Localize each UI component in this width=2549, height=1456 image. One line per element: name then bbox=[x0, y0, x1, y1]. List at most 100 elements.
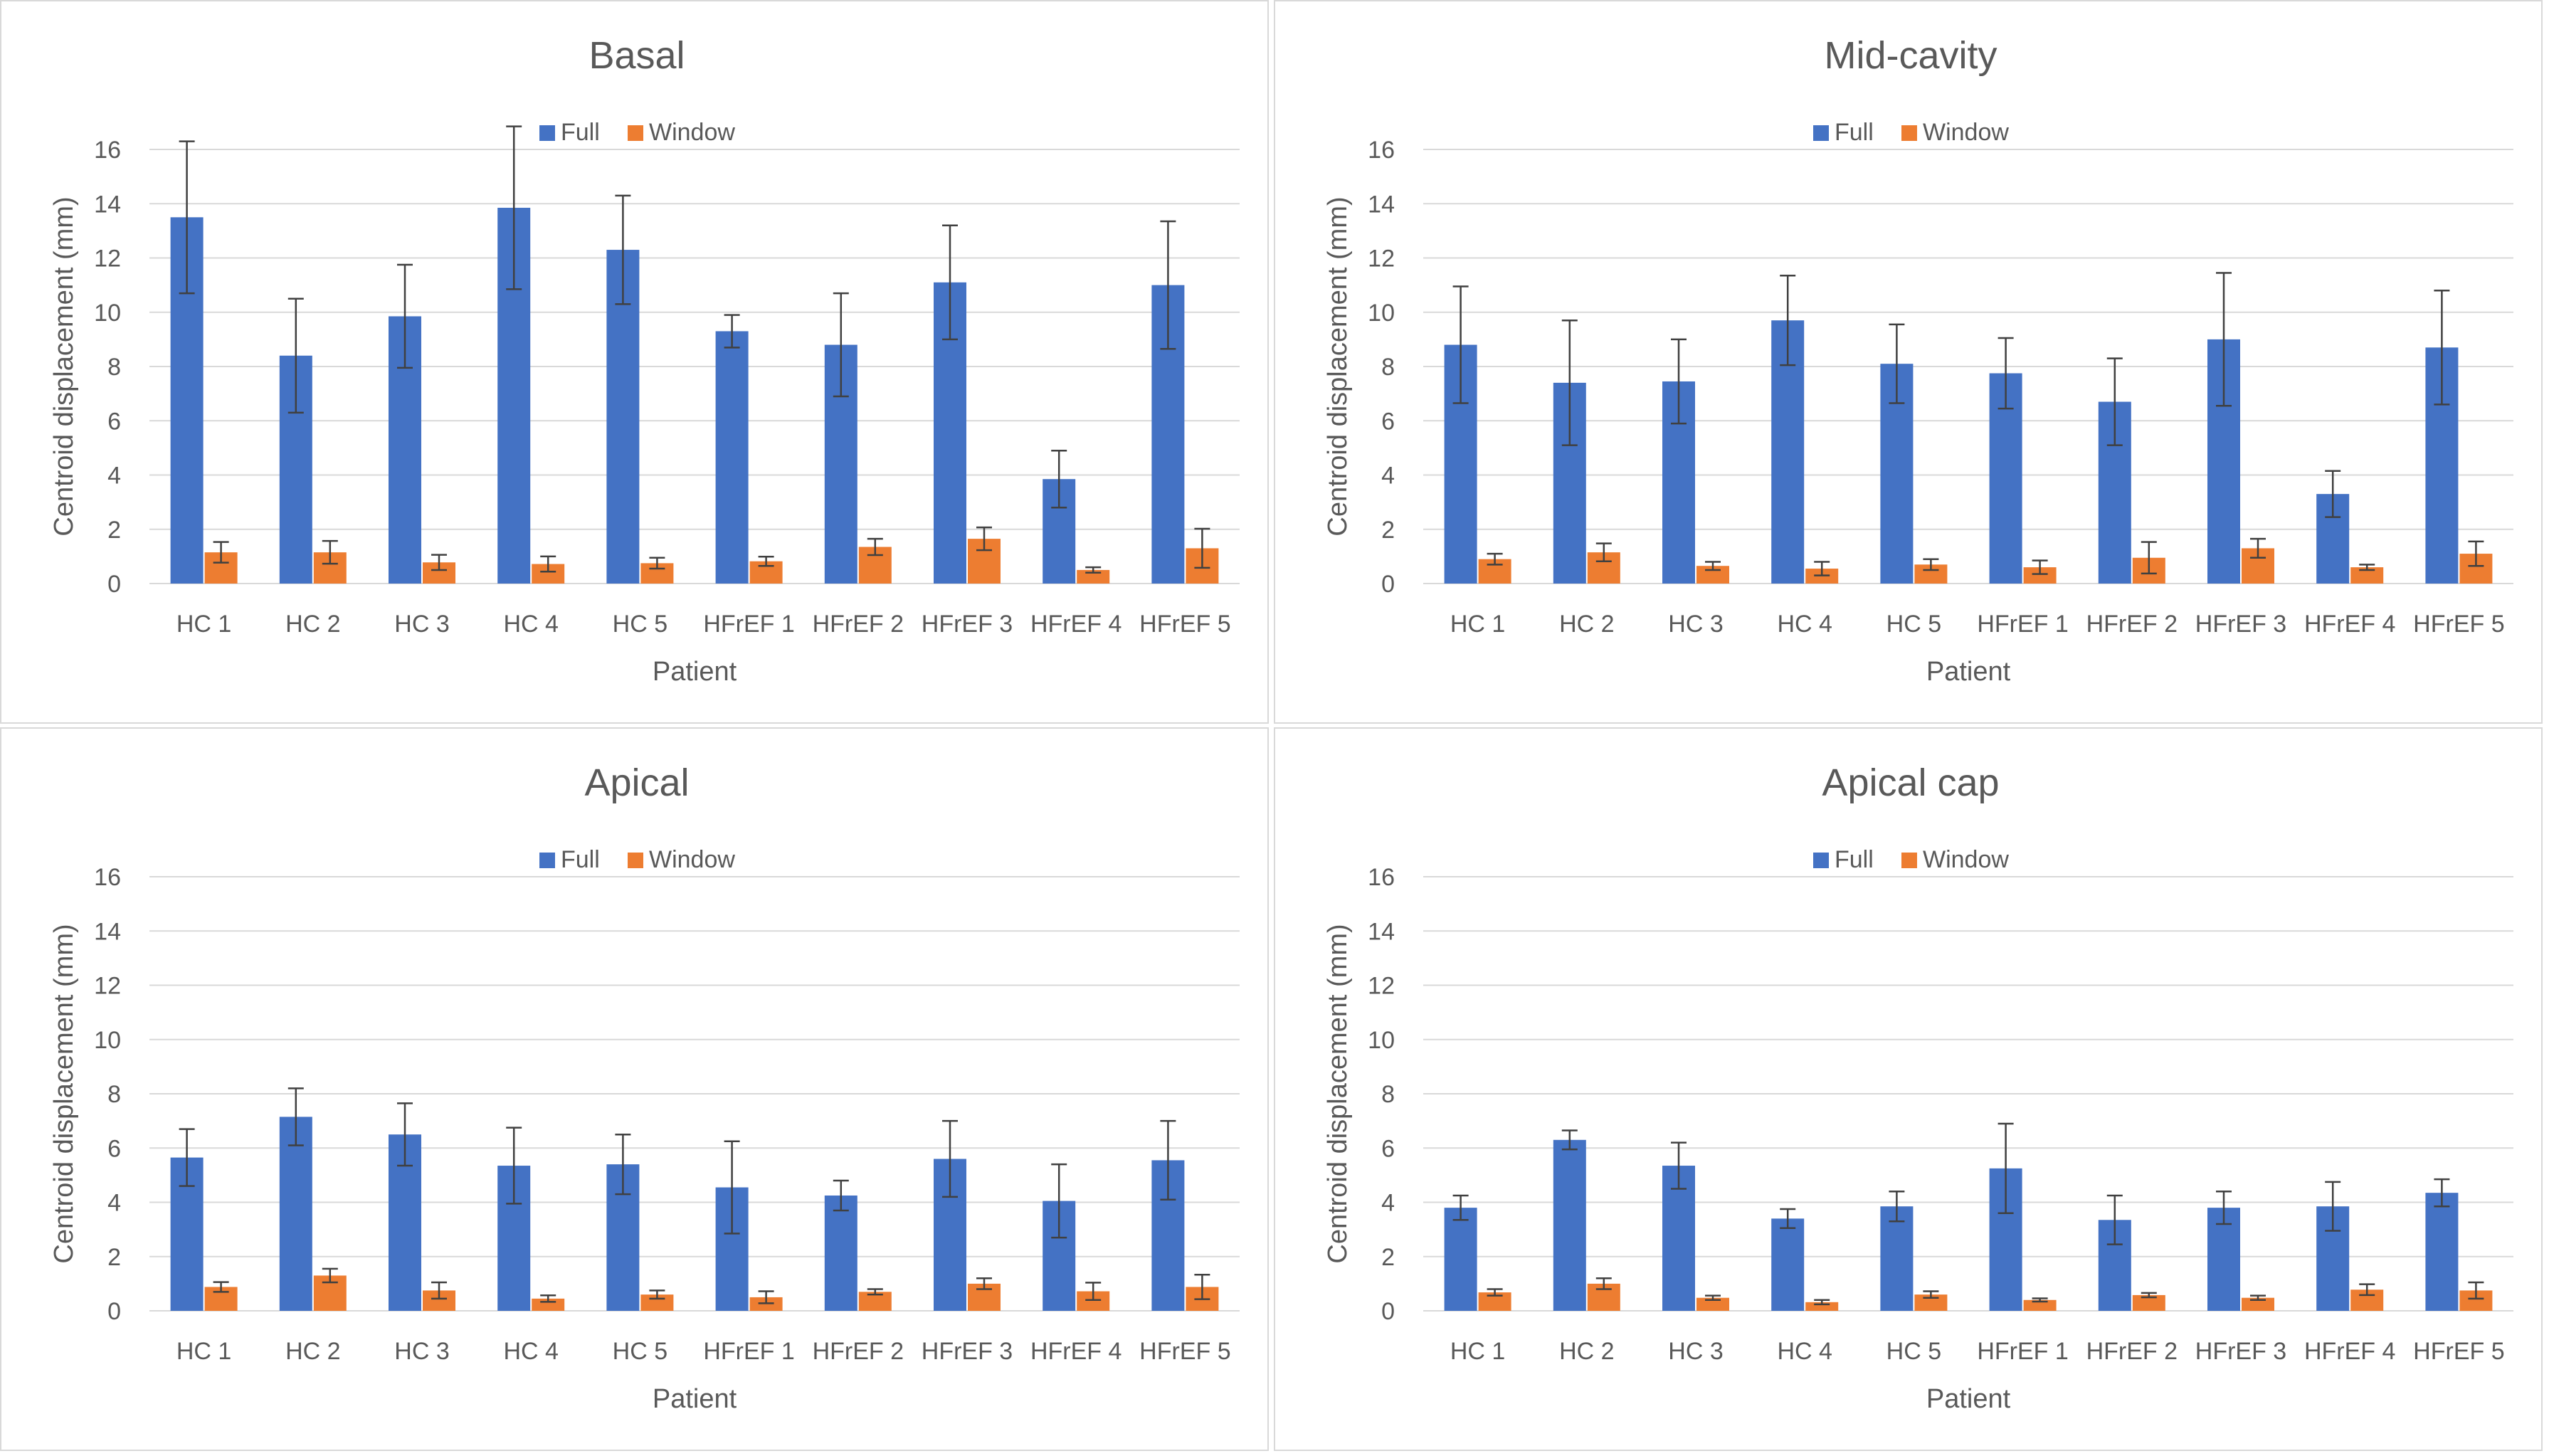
y-tick-label: 14 bbox=[1368, 918, 1395, 945]
error-bar bbox=[942, 1119, 958, 1198]
error-bar bbox=[2216, 272, 2232, 407]
x-tick-label: HC 5 bbox=[1886, 611, 1941, 638]
x-tick-label: HFrEF 1 bbox=[703, 611, 794, 638]
y-tick-label: 14 bbox=[1368, 191, 1395, 218]
error-bar bbox=[1487, 1288, 1503, 1297]
legend-window-label: Window bbox=[1923, 846, 2009, 873]
error-bar bbox=[2359, 564, 2375, 571]
bar-full-hc-4 bbox=[1771, 1218, 1805, 1311]
legend-full-swatch bbox=[539, 125, 555, 141]
y-tick-label: 4 bbox=[107, 463, 121, 490]
y-axis-title: Centroid displacement (mm) bbox=[1323, 196, 1353, 536]
x-tick-label: HC 1 bbox=[1450, 611, 1505, 638]
legend-window-label: Window bbox=[649, 119, 735, 146]
bar-window-hc-4 bbox=[1805, 1302, 1839, 1311]
y-tick-label: 10 bbox=[1368, 300, 1395, 327]
x-tick-label: HFrEF 1 bbox=[703, 1338, 794, 1365]
x-tick-label: HC 1 bbox=[176, 611, 231, 638]
x-tick-label: HC 4 bbox=[1777, 611, 1832, 638]
error-bar bbox=[833, 1179, 849, 1212]
error-bar bbox=[724, 314, 740, 349]
chart-title: Apical cap bbox=[1822, 761, 1999, 804]
legend-window-label: Window bbox=[649, 846, 735, 873]
chart-panel-basal: Basal Full Window 0 2 4 6 8 10 12 14 16 Patient Centr… bbox=[0, 0, 1269, 724]
chart-title: Apical bbox=[584, 761, 689, 804]
x-tick-label: HC 4 bbox=[1777, 1338, 1832, 1365]
error-bar bbox=[1194, 527, 1210, 569]
error-bar bbox=[942, 224, 958, 341]
error-bar bbox=[540, 555, 556, 573]
error-bar bbox=[213, 541, 229, 564]
x-tick-label: HFrEF 3 bbox=[2195, 611, 2286, 638]
y-tick-label: 4 bbox=[1381, 463, 1395, 490]
x-tick-label: HFrEF 2 bbox=[813, 1338, 904, 1365]
bar-window-hfref-4 bbox=[1077, 569, 1110, 584]
bar-window-hfref-1 bbox=[2023, 1299, 2057, 1311]
bar-full-hfref-5 bbox=[2425, 1193, 2459, 1311]
x-tick-label: HFrEF 5 bbox=[1139, 611, 1230, 638]
error-bar bbox=[397, 1102, 413, 1167]
chart-panel-mid-cavity: Mid-cavity Full Window 0 2 4 6 8 10 12 14 16 Patient… bbox=[1274, 0, 2543, 724]
error-bar bbox=[615, 1133, 631, 1196]
legend: Full Window bbox=[539, 846, 735, 873]
y-tick-label: 2 bbox=[1381, 1244, 1395, 1271]
y-tick-label: 4 bbox=[1381, 1190, 1395, 1217]
x-tick-label: HFrEF 1 bbox=[1977, 611, 2068, 638]
error-bar bbox=[1889, 1191, 1905, 1223]
bar-full-hc-3 bbox=[1662, 1166, 1695, 1311]
error-bar bbox=[976, 526, 992, 552]
y-tick-label: 12 bbox=[1368, 246, 1395, 273]
y-tick-label: 2 bbox=[107, 1244, 121, 1271]
legend-window-label: Window bbox=[1923, 119, 2009, 146]
error-bar bbox=[649, 1289, 665, 1300]
x-tick-label: HFrEF 3 bbox=[922, 1338, 1013, 1365]
x-tick-label: HFrEF 4 bbox=[1030, 611, 1122, 638]
y-tick-label: 8 bbox=[1381, 1081, 1395, 1108]
legend: Full Window bbox=[1813, 119, 2009, 146]
error-bar bbox=[1671, 338, 1687, 425]
y-tick-label: 16 bbox=[94, 864, 121, 891]
chart-panel-apical: Apical Full Window 0 2 4 6 8 10 12 14 16 Patient Cent… bbox=[0, 727, 1269, 1451]
bar-window-hfref-1 bbox=[2023, 567, 2057, 584]
y-axis-title: Centroid displacement (mm) bbox=[1323, 924, 1353, 1263]
bar-full-hc-1 bbox=[1444, 1208, 1477, 1311]
bar-full-hc-5 bbox=[606, 250, 640, 584]
error-bar bbox=[2106, 1194, 2123, 1245]
x-tick-label: HC 1 bbox=[176, 1338, 231, 1365]
error-bar bbox=[2141, 541, 2157, 575]
x-tick-label: HFrEF 5 bbox=[1139, 1338, 1230, 1365]
error-bar bbox=[2032, 559, 2048, 575]
bar-window-hfref-4 bbox=[2350, 567, 2384, 584]
x-tick-label: HFrEF 3 bbox=[922, 611, 1013, 638]
apical-cap-chart: Apical cap Full Window 0 2 4 6 8 10 12 14 16 Patient… bbox=[1323, 761, 2513, 1414]
error-bar bbox=[1561, 1129, 1578, 1151]
error-bar bbox=[322, 1267, 338, 1284]
x-tick-label: HFrEF 5 bbox=[2413, 1338, 2504, 1365]
error-bar bbox=[1814, 1299, 1830, 1306]
bar-window-hc-3 bbox=[1696, 1297, 1729, 1311]
error-bar bbox=[867, 537, 883, 556]
legend-full-label: Full bbox=[561, 119, 600, 146]
bar-full-hfref-3 bbox=[2207, 1208, 2240, 1311]
bar-full-hc-2 bbox=[279, 1117, 312, 1311]
y-tick-label: 0 bbox=[1381, 571, 1395, 598]
chart-panel-apical-cap: Apical cap Full Window 0 2 4 6 8 10 12 14 16 Patient… bbox=[1274, 727, 2543, 1451]
error-bar bbox=[1160, 220, 1176, 350]
legend-full-label: Full bbox=[1835, 119, 1874, 146]
error-bar bbox=[1561, 319, 1578, 446]
y-tick-label: 8 bbox=[1381, 354, 1395, 381]
error-bar bbox=[1487, 552, 1503, 566]
y-tick-label: 12 bbox=[1368, 973, 1395, 1000]
y-tick-label: 6 bbox=[107, 1135, 121, 1162]
basal-chart: Basal Full Window 0 2 4 6 8 10 12 14 16 Patient Centr… bbox=[49, 34, 1240, 687]
error-bar bbox=[2141, 1292, 2157, 1299]
error-bar bbox=[2325, 1181, 2341, 1232]
error-bar bbox=[506, 1127, 522, 1205]
error-bar bbox=[1923, 1290, 1939, 1299]
x-tick-label: HFrEF 1 bbox=[1977, 1338, 2068, 1365]
y-tick-label: 0 bbox=[1381, 1298, 1395, 1325]
y-tick-label: 8 bbox=[107, 354, 121, 381]
error-bar bbox=[287, 1087, 304, 1146]
error-bar bbox=[1595, 1277, 1612, 1290]
error-bar bbox=[179, 1128, 195, 1187]
